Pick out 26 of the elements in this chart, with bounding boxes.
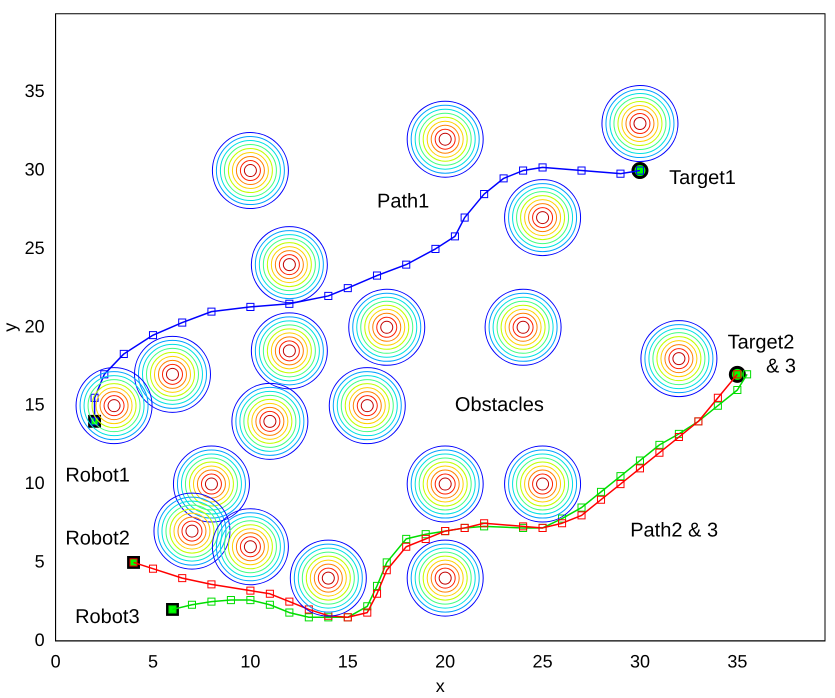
annotation: Path1 bbox=[377, 190, 430, 212]
x-tick-label: 35 bbox=[727, 652, 748, 672]
y-tick-label: 35 bbox=[24, 81, 45, 102]
y-tick-label: 15 bbox=[24, 394, 45, 415]
annotation: Obstacles bbox=[454, 394, 544, 416]
x-tick-label: 10 bbox=[240, 652, 260, 672]
annotation: Robot1 bbox=[65, 464, 130, 487]
x-tick-label: 30 bbox=[630, 652, 650, 672]
y-tick-label: 0 bbox=[34, 630, 45, 650]
y-axis-title: y bbox=[0, 322, 20, 332]
x-tick-label: 20 bbox=[435, 652, 456, 672]
x-tick-label: 5 bbox=[148, 652, 158, 672]
annotation: Robot3 bbox=[75, 606, 140, 628]
annotation: Target2 & 3 bbox=[728, 331, 796, 378]
x-tick-label: 0 bbox=[50, 652, 61, 672]
y-tick-label: 10 bbox=[24, 473, 45, 494]
y-tick-label: 30 bbox=[24, 160, 45, 180]
y-tick-label: 20 bbox=[24, 316, 45, 336]
annotation: Path2 & 3 bbox=[630, 520, 718, 542]
x-tick-label: 25 bbox=[532, 652, 553, 672]
annotation: Target1 bbox=[669, 166, 736, 189]
x-axis-title: x bbox=[436, 676, 445, 696]
annotation: Robot2 bbox=[65, 527, 130, 550]
x-tick-label: 15 bbox=[338, 652, 358, 672]
y-tick-label: 5 bbox=[34, 551, 45, 572]
y-tick-label: 25 bbox=[24, 238, 45, 258]
